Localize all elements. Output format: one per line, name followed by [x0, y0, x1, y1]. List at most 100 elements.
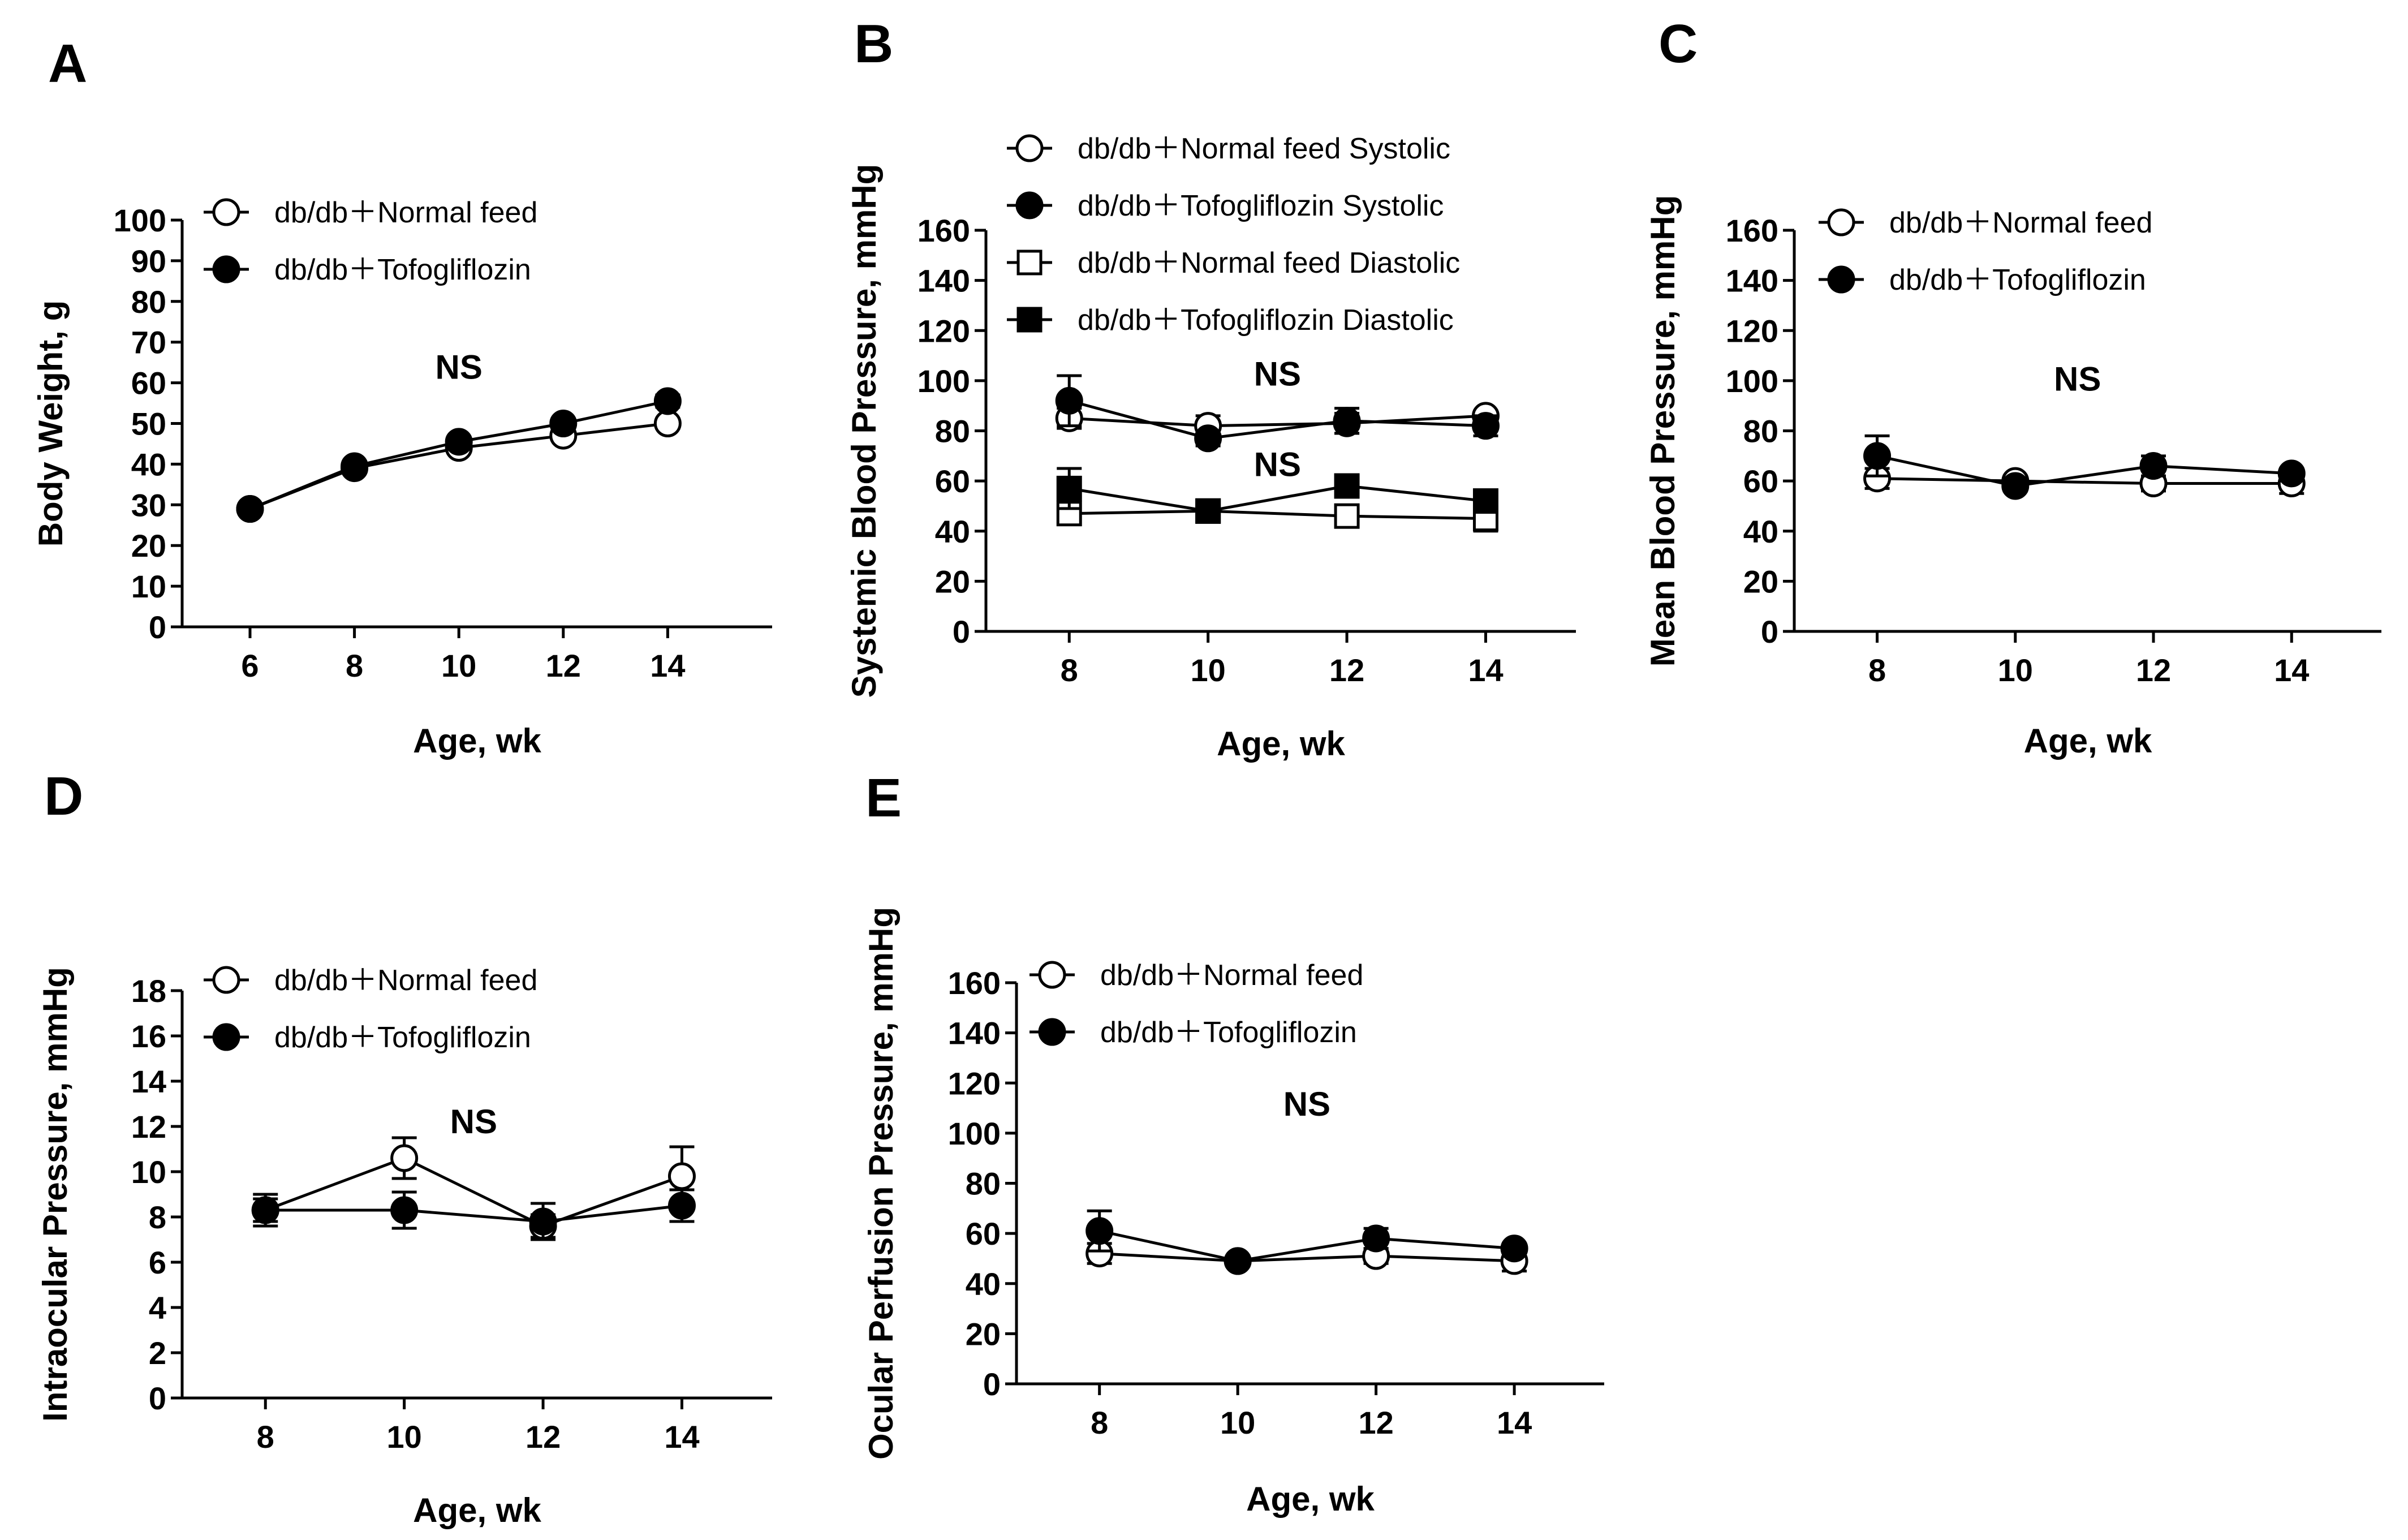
data-point [1055, 386, 1083, 415]
y-tick-label: 90 [131, 243, 166, 279]
x-tick-label: 8 [257, 1419, 274, 1455]
series-line [1069, 414, 1486, 428]
series-1 [1863, 434, 2306, 500]
y-tick-label: 80 [935, 414, 970, 449]
legend-marker [1016, 307, 1043, 333]
x-axis-title: Age, wk [413, 722, 541, 760]
legend-label: db/db＋Tofogliflozin Diastolic [1078, 304, 1454, 337]
annotation-ns: NS [436, 348, 483, 386]
y-tick-label: 100 [1726, 363, 1778, 399]
y-tick-label: 0 [149, 609, 166, 645]
panel-a: A 0 10 20 30 40 50 60 70 80 90 100 6 8 10 12 14 Age, wk Bo… [32, 33, 772, 760]
y-tick-label: 20 [935, 563, 970, 599]
data-point [1334, 503, 1360, 529]
series-line [1877, 454, 2292, 488]
y-tick-label: 4 [149, 1290, 166, 1326]
panel-letter: C [1659, 14, 1698, 74]
legend-label: db/db＋Tofogliflozin [274, 1021, 531, 1054]
y-tick-label: 60 [935, 463, 970, 499]
y-tick-label: 140 [948, 1016, 1001, 1051]
y-tick-label: 10 [131, 569, 166, 604]
legend-label: db/db＋Tofogliflozin [274, 253, 531, 286]
panel-letter: A [48, 33, 87, 94]
x-tick-label: 8 [346, 648, 363, 683]
y-tick-label: 14 [131, 1064, 166, 1099]
y-tick-label: 20 [966, 1316, 1001, 1352]
y-axis-title: Mean Blood Pressure, mmHg [1644, 195, 1682, 667]
data-point [1334, 473, 1360, 499]
data-point [1195, 498, 1221, 524]
x-axis-title: Age, wk [1246, 1480, 1375, 1518]
y-tick-label: 120 [917, 313, 970, 349]
series-line [1069, 399, 1486, 440]
y-tick-label: 10 [131, 1154, 166, 1190]
y-tick-label: 20 [131, 528, 166, 563]
legend-marker [1038, 961, 1066, 989]
data-point [236, 494, 264, 523]
x-tick-label: 12 [1358, 1405, 1393, 1440]
y-tick-label: 16 [131, 1018, 166, 1054]
y-tick-label: 80 [1743, 414, 1778, 449]
x-tick-label: 12 [2136, 652, 2171, 688]
y-axis-title: Systemic Blood Pressure, mmHg [845, 164, 883, 698]
legend-marker [1827, 265, 1855, 294]
y-tick-label: 0 [1761, 614, 1778, 649]
y-tick-label: 6 [149, 1245, 166, 1280]
legend-label: db/db＋Normal feed Diastolic [1078, 247, 1460, 279]
legend-marker [1038, 1018, 1066, 1046]
series-1 [251, 1188, 696, 1241]
y-tick-label: 30 [131, 487, 166, 523]
series-2 [1056, 498, 1498, 533]
y-tick-label: 140 [1726, 263, 1778, 299]
y-tick-label: 100 [948, 1116, 1001, 1151]
data-point [1362, 1224, 1390, 1253]
legend: db/db＋Normal feed db/db＋Tofogliflozin [1029, 959, 1363, 1049]
legend-label: db/db＋Tofogliflozin Systolic [1078, 190, 1444, 222]
x-tick-label: 8 [1061, 652, 1078, 688]
legend-marker [212, 966, 240, 994]
y-tick-label: 8 [149, 1199, 166, 1235]
series-3 [1056, 467, 1498, 524]
data-point [1194, 424, 1222, 453]
series-0 [251, 1136, 696, 1240]
panel-letter: D [44, 766, 83, 827]
series-line [1069, 509, 1486, 520]
data-point [1472, 506, 1498, 532]
y-tick-label: 120 [948, 1065, 1001, 1101]
x-tick-label: 8 [1091, 1405, 1108, 1440]
x-tick-label: 12 [546, 648, 581, 683]
panel-letter: E [865, 768, 902, 828]
data-point [1333, 407, 1361, 435]
data-point [529, 1207, 557, 1236]
x-tick-label: 14 [650, 648, 685, 683]
x-axis-title: Age, wk [2024, 722, 2152, 760]
y-tick-label: 18 [131, 973, 166, 1009]
data-point [390, 1144, 419, 1172]
data-point [667, 1162, 696, 1190]
series-0 [236, 410, 682, 523]
y-tick-label: 12 [131, 1109, 166, 1145]
panel-c: C 0 20 40 60 80 100 120 140 160 8 10 12 14 Age, wk Mean… [1644, 14, 2381, 760]
x-tick-label: 12 [1329, 652, 1364, 688]
data-point [251, 1196, 279, 1224]
x-tick-label: 10 [441, 648, 476, 683]
annotation-ns: NS [1283, 1085, 1330, 1123]
panel-letter: B [854, 14, 893, 74]
legend-label: db/db＋Normal feed [274, 964, 537, 997]
legend-marker [1016, 250, 1043, 276]
data-point [1472, 488, 1498, 514]
y-tick-label: 140 [917, 263, 970, 299]
x-axis-title: Age, wk [1217, 725, 1345, 763]
legend-marker [212, 255, 240, 283]
series-1 [236, 387, 682, 523]
series-line [265, 1156, 683, 1228]
legend: db/db＋Normal feed db/db＋Tofogliflozin [204, 196, 537, 286]
data-point [445, 428, 473, 456]
y-tick-label: 100 [917, 363, 970, 399]
x-tick-label: 14 [1497, 1405, 1532, 1440]
y-tick-label: 0 [983, 1366, 1001, 1402]
y-tick-label: 60 [131, 365, 166, 401]
panel-e: E 0 20 40 60 80 100 120 140 160 8 10 12 14 Age, wk Ocul… [862, 768, 1604, 1518]
data-point [341, 452, 369, 480]
